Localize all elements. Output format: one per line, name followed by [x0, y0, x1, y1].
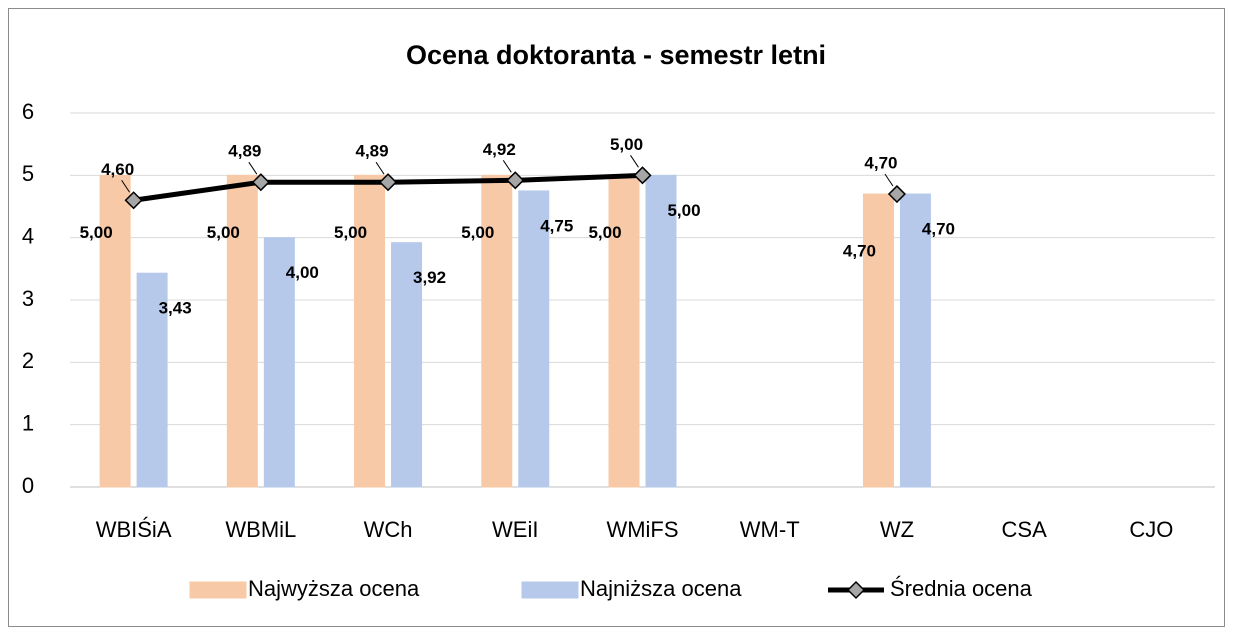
- bar: [899, 193, 931, 488]
- bar: [862, 193, 894, 488]
- value-label: 4,89: [228, 142, 261, 161]
- y-tick-label: 5: [22, 161, 34, 186]
- y-tick-label: 6: [22, 99, 34, 124]
- value-label: 5,00: [588, 223, 621, 242]
- value-label: 4,70: [864, 154, 897, 173]
- bar: [136, 272, 168, 488]
- bar: [99, 174, 131, 488]
- legend-swatch: [189, 581, 247, 599]
- bar: [518, 190, 550, 488]
- x-tick-label: WCh: [364, 517, 413, 542]
- value-label: 5,00: [667, 201, 700, 220]
- bar: [354, 174, 386, 488]
- x-tick-label: WM-T: [740, 517, 800, 542]
- bar: [263, 237, 295, 488]
- x-tick-label: WEiI: [492, 517, 538, 542]
- value-label: 5,00: [80, 223, 113, 242]
- value-label: 3,43: [159, 299, 192, 318]
- bar: [226, 174, 258, 488]
- value-label: 5,00: [334, 223, 367, 242]
- line-marker: [887, 184, 907, 204]
- x-tick-label: WBIŚiA: [96, 517, 172, 542]
- legend-marker: [846, 580, 866, 600]
- value-label: 4,92: [483, 140, 516, 159]
- leader-line: [375, 161, 385, 175]
- y-tick-label: 2: [22, 348, 34, 373]
- x-tick-label: WBMiL: [225, 517, 296, 542]
- y-tick-label: 1: [22, 410, 34, 435]
- value-label: 4,60: [101, 160, 134, 179]
- leader-line: [502, 160, 512, 173]
- value-label: 5,00: [610, 135, 643, 154]
- leader-line: [248, 161, 258, 175]
- legend-label: Najniższa ocena: [580, 576, 742, 601]
- legend-swatch: [521, 581, 579, 599]
- value-label: 4,70: [922, 220, 955, 239]
- value-label: 4,70: [843, 242, 876, 261]
- value-label: 5,00: [461, 223, 494, 242]
- leader-line: [630, 155, 639, 168]
- x-tick-label: CJO: [1129, 517, 1173, 542]
- x-tick-label: CSA: [1002, 517, 1048, 542]
- leader-line: [121, 179, 131, 193]
- leader-line: [884, 173, 894, 187]
- value-label: 3,92: [413, 268, 446, 287]
- legend-label: Najwyższa ocena: [248, 576, 420, 601]
- y-tick-label: 0: [22, 473, 34, 498]
- bar: [608, 174, 640, 488]
- line-marker: [506, 171, 525, 190]
- bar: [645, 174, 677, 488]
- line-marker: [633, 166, 652, 185]
- bar: [481, 174, 513, 488]
- line-marker: [251, 173, 270, 192]
- x-tick-label: WZ: [880, 517, 914, 542]
- value-label: 4,00: [286, 263, 319, 282]
- bar: [391, 242, 423, 488]
- legend-label: Średnia ocena: [890, 576, 1033, 601]
- value-label: 5,00: [207, 223, 240, 242]
- value-label: 4,89: [356, 142, 389, 161]
- chart-title: Ocena doktoranta - semestr letni: [406, 40, 826, 70]
- value-label: 4,75: [540, 216, 573, 235]
- x-tick-label: WMiFS: [606, 517, 678, 542]
- y-tick-label: 3: [22, 286, 34, 311]
- line-marker: [378, 173, 398, 192]
- line-marker: [124, 191, 143, 210]
- y-tick-label: 4: [22, 223, 34, 248]
